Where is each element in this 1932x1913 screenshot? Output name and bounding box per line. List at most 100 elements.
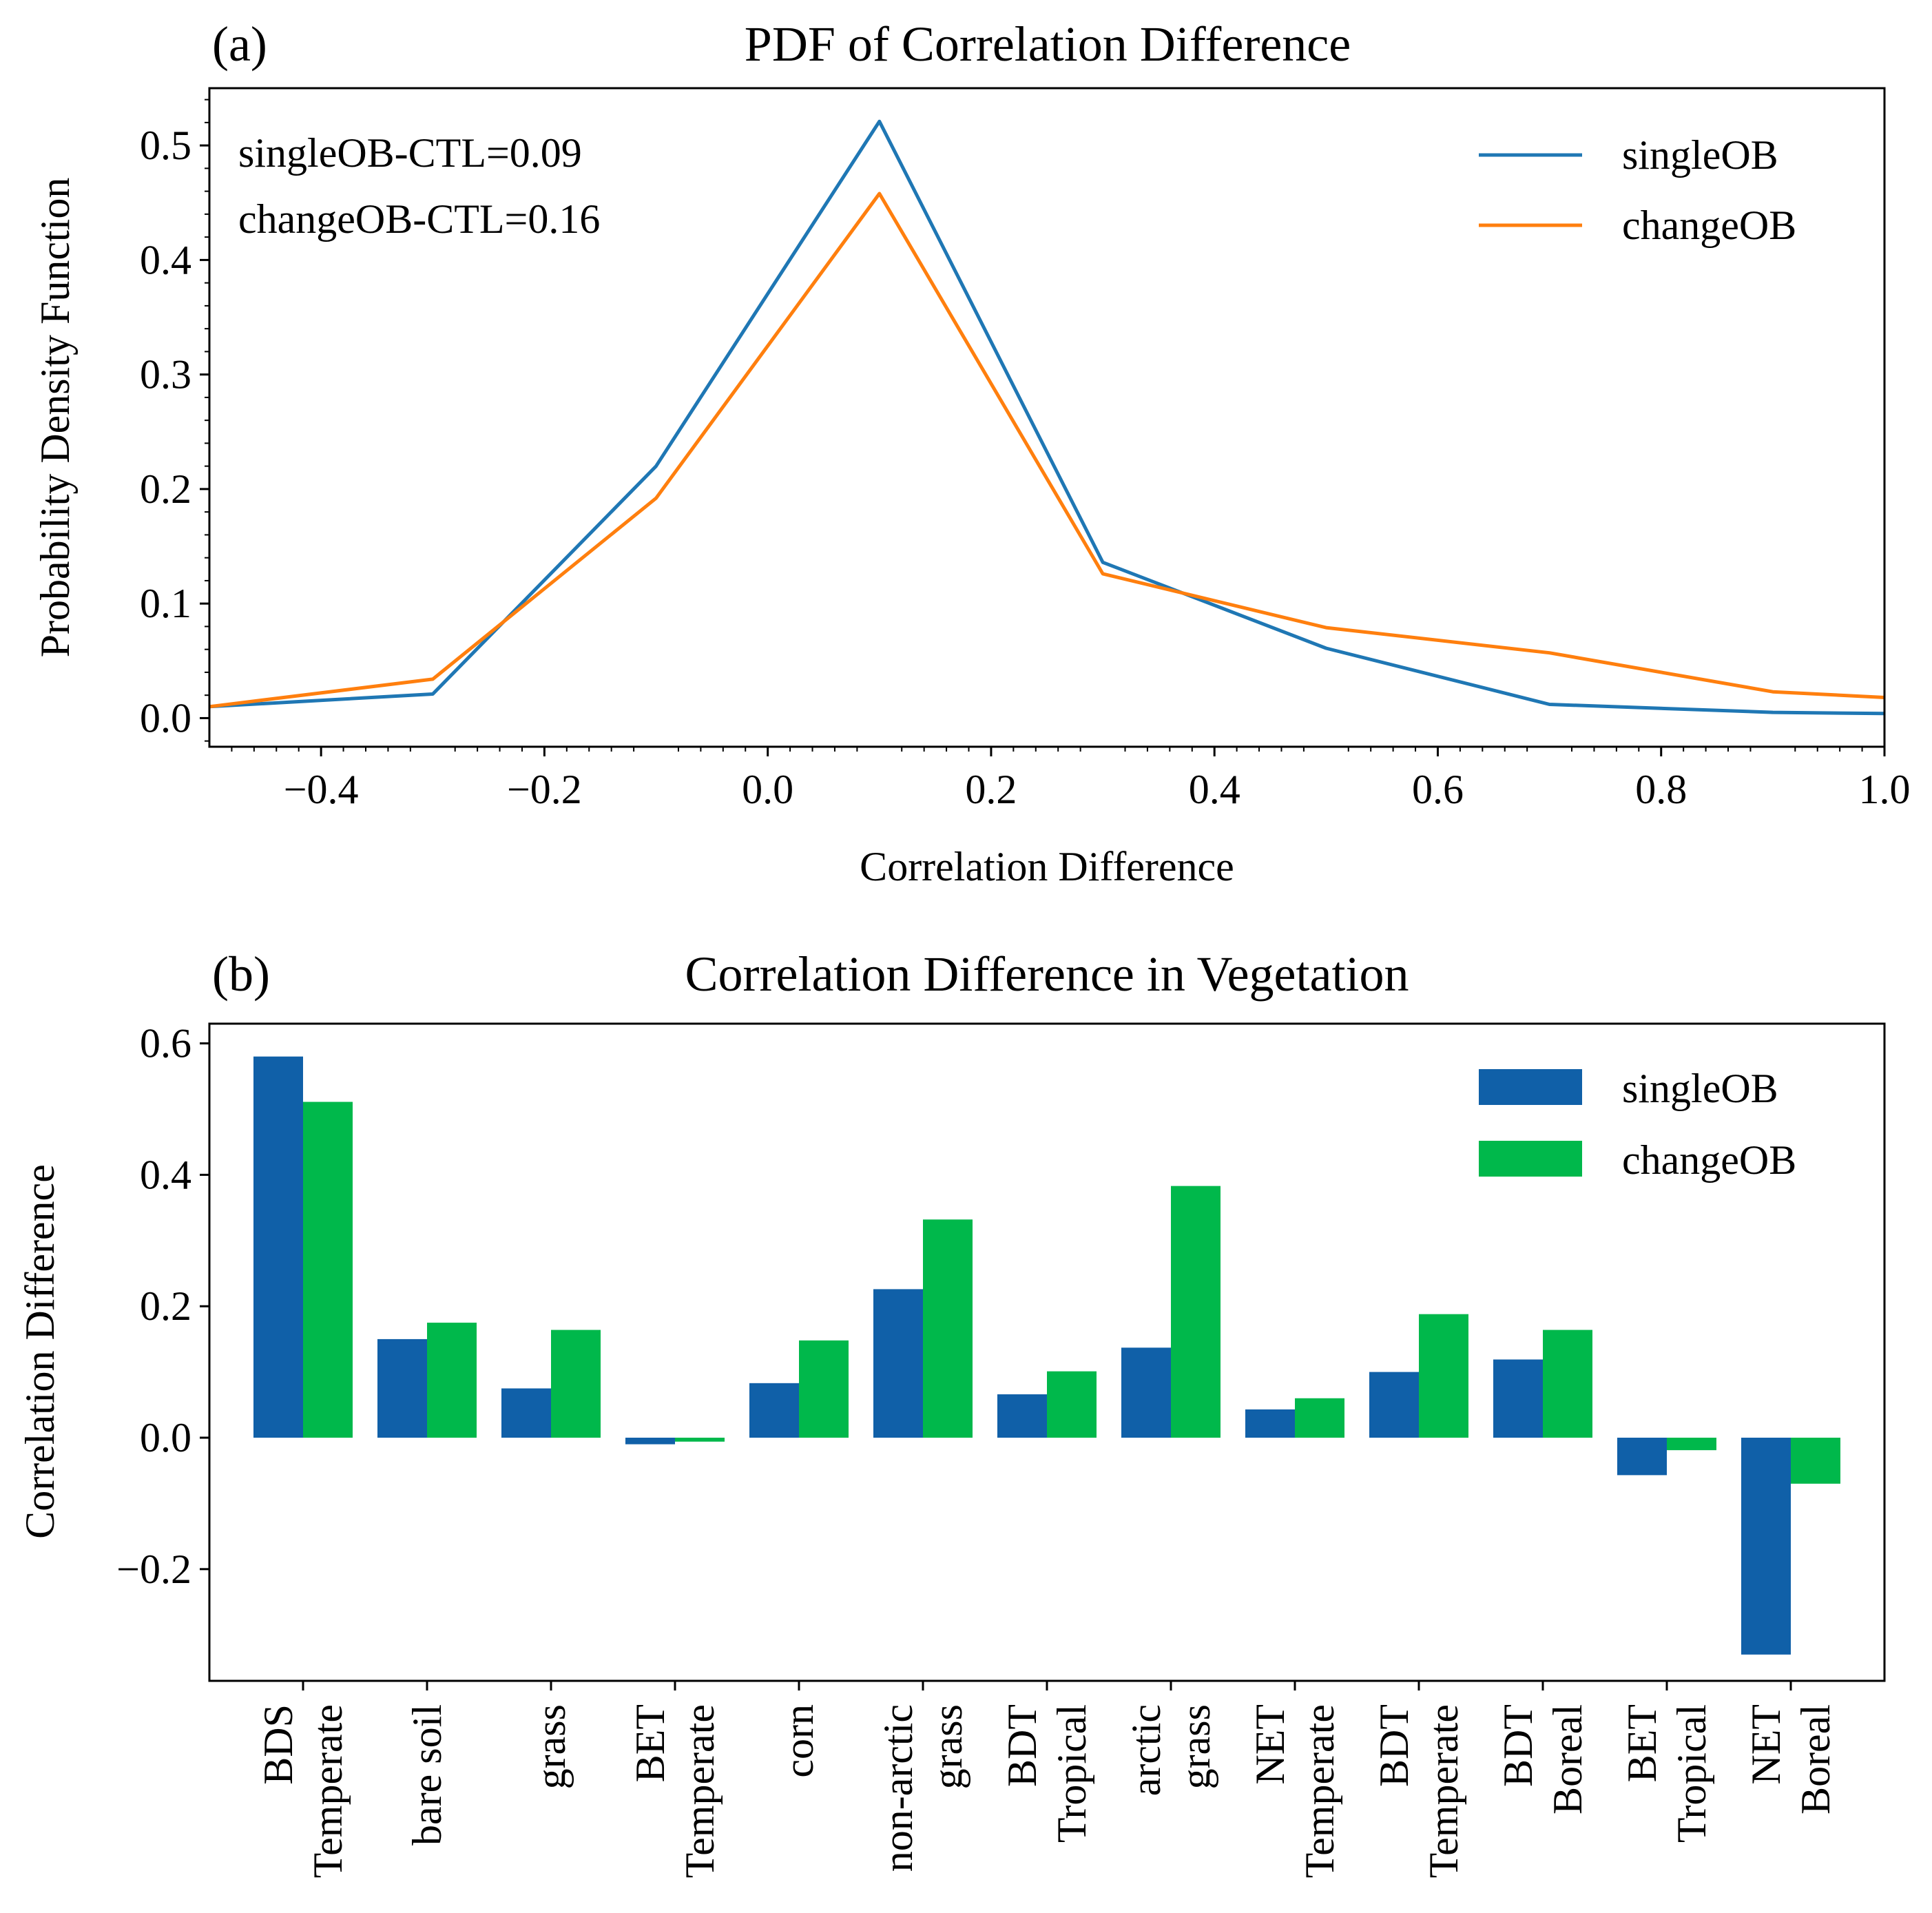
bar-changeOB — [1295, 1398, 1344, 1438]
b-category-line: Temperate — [1421, 1704, 1466, 1878]
a-xtick-label: 0.8 — [1635, 767, 1687, 812]
bar-changeOB — [1667, 1438, 1716, 1451]
b-category-line: BDT — [1371, 1704, 1417, 1787]
b-category-line: arctic — [1123, 1704, 1169, 1796]
b-category-line: grass — [528, 1704, 574, 1789]
bar-changeOB — [923, 1219, 973, 1438]
b-category-line: corn — [776, 1704, 822, 1778]
bar-singleOB — [1741, 1438, 1791, 1655]
b-xtick-label: NET Temperate — [1247, 1704, 1342, 1878]
bar-singleOB — [1369, 1372, 1419, 1438]
legend-b-singleob-swatch — [1479, 1069, 1582, 1105]
panel-b-legend: singleOB changeOB — [1479, 1066, 1796, 1183]
panel-a-label: (a) — [212, 17, 267, 72]
b-xtick-label: BDS Temperate — [256, 1704, 351, 1878]
bar-singleOB — [873, 1289, 923, 1438]
b-category-line: BDT — [1495, 1704, 1541, 1787]
panel-a-plot-frame — [208, 87, 1886, 748]
panel-b-title: Correlation Difference in Vegetation — [685, 947, 1409, 1002]
legend-b-changeob-label: changeOB — [1622, 1137, 1796, 1183]
bar-changeOB — [1791, 1438, 1840, 1484]
panel-a-x-axis-ticks: −0.4 −0.2 0.0 0.2 0.4 0.6 0.8 1.0 — [231, 747, 1911, 812]
legend-a-changeob-label: changeOB — [1622, 203, 1796, 248]
b-xtick-label: grass — [528, 1704, 574, 1789]
bar-changeOB — [799, 1340, 849, 1438]
panel-b-y-axis-label: Correlation Difference — [17, 1164, 63, 1539]
b-category-line: BET — [627, 1704, 673, 1782]
legend-a-singleob-label: singleOB — [1622, 132, 1778, 178]
b-category-line: Temperate — [305, 1704, 351, 1878]
b-xtick-label: non-arctic grass — [875, 1704, 970, 1872]
a-xtick-label: 0.2 — [965, 767, 1017, 812]
panel-b-label: (b) — [212, 947, 270, 1002]
panel-b-x-axis-ticks: BDS Temperate bare soil grass BET Temperate co… — [256, 1681, 1838, 1878]
panel-a-title: PDF of Correlation Difference — [745, 17, 1351, 72]
bar-singleOB — [253, 1056, 303, 1438]
b-ytick-label: −0.2 — [116, 1547, 191, 1592]
b-ytick-label: 0.2 — [140, 1283, 191, 1329]
b-ytick-label: 0.4 — [140, 1152, 191, 1197]
panel-b-bar-chart: (b) Correlation Difference in Vegetation… — [17, 947, 1886, 1878]
bar-singleOB — [749, 1383, 799, 1438]
a-xtick-label: 0.0 — [742, 767, 793, 812]
a-ytick-label: 0.2 — [140, 466, 191, 512]
b-xtick-label: BDT Tropical — [999, 1704, 1094, 1843]
bar-singleOB — [377, 1338, 427, 1438]
bar-singleOB — [1493, 1359, 1543, 1438]
b-xtick-label: BET Temperate — [627, 1704, 723, 1878]
bar-changeOB — [675, 1438, 725, 1442]
bar-singleOB — [1617, 1438, 1667, 1476]
legend-b-singleob-label: singleOB — [1622, 1066, 1778, 1111]
b-category-line: Temperate — [1297, 1704, 1342, 1878]
b-category-line: non-arctic — [875, 1704, 921, 1872]
b-ytick-label: 0.6 — [140, 1021, 191, 1066]
panel-a-legend: singleOB changeOB — [1479, 132, 1796, 248]
a-ytick-label: 0.3 — [140, 352, 191, 397]
b-xtick-label: BDT Boreal — [1495, 1704, 1590, 1814]
bar-changeOB — [1543, 1330, 1592, 1438]
b-category-line: grass — [1173, 1704, 1218, 1789]
b-xtick-label: BET Tropical — [1619, 1704, 1714, 1843]
bar-changeOB — [1171, 1186, 1221, 1438]
b-xtick-label: NET Boreal — [1743, 1704, 1838, 1814]
bar-changeOB — [303, 1102, 353, 1438]
b-category-line: Tropical — [1669, 1704, 1714, 1843]
a-ytick-label: 0.0 — [140, 695, 191, 741]
bar-singleOB — [501, 1388, 551, 1438]
bar-singleOB — [997, 1394, 1047, 1438]
bar-changeOB — [427, 1323, 477, 1438]
panel-b-plot-frame — [208, 1022, 1886, 1682]
a-xtick-label: −0.4 — [284, 767, 359, 812]
b-ytick-label: 0.0 — [140, 1415, 191, 1460]
a-ytick-label: 0.5 — [140, 123, 191, 168]
b-category-line: NET — [1743, 1704, 1789, 1785]
a-ytick-label: 0.1 — [140, 581, 191, 626]
b-category-line: grass — [925, 1704, 970, 1789]
bar-changeOB — [551, 1330, 601, 1438]
b-xtick-label: BDT Temperate — [1371, 1704, 1466, 1878]
b-category-line: Tropical — [1049, 1704, 1094, 1843]
b-category-line: BDS — [256, 1704, 301, 1785]
bar-singleOB — [625, 1438, 675, 1445]
panel-a-y-axis-ticks: 0.0 0.1 0.2 0.3 0.4 0.5 — [140, 99, 209, 742]
b-xtick-label: bare soil — [404, 1704, 450, 1845]
bar-changeOB — [1047, 1371, 1097, 1438]
legend-b-changeob-swatch — [1479, 1141, 1582, 1177]
bar-singleOB — [1245, 1409, 1295, 1438]
a-xtick-label: 0.4 — [1189, 767, 1240, 812]
b-category-line: BET — [1619, 1704, 1665, 1782]
panel-a-annotation-singleob: singleOB-CTL=0.09 — [238, 130, 582, 176]
bar-singleOB — [1121, 1347, 1171, 1438]
a-xtick-label: 0.6 — [1412, 767, 1464, 812]
series-line-changeOB — [209, 192, 1885, 709]
a-ytick-label: 0.4 — [140, 237, 191, 282]
a-xtick-label: 1.0 — [1859, 767, 1911, 812]
b-xtick-label: arctic grass — [1123, 1704, 1218, 1796]
panel-a-y-axis-label: Probability Density Function — [32, 178, 78, 658]
panel-b-y-axis-ticks: −0.2 0.0 0.2 0.4 0.6 — [116, 1021, 209, 1592]
b-category-line: Boreal — [1793, 1704, 1838, 1814]
panel-b-bars — [253, 1056, 1840, 1655]
bar-changeOB — [1419, 1314, 1468, 1438]
b-xtick-label: corn — [776, 1704, 822, 1778]
